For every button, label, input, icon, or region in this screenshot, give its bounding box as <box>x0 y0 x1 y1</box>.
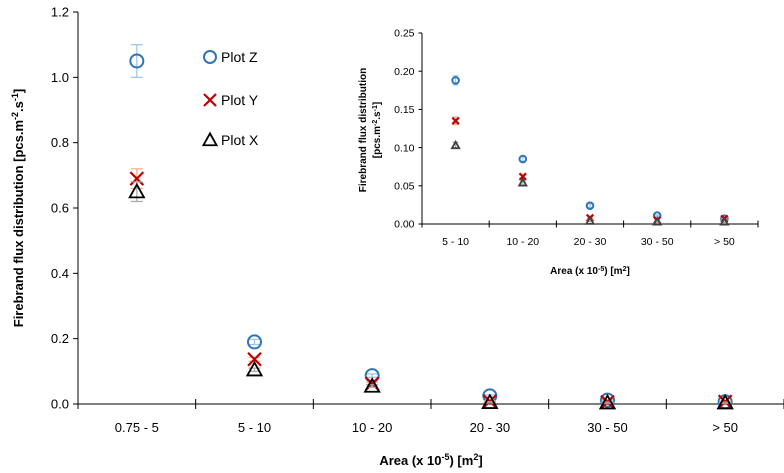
series-x <box>129 168 733 410</box>
x-tick-label: 0.75 - 5 <box>115 420 159 435</box>
y-tick-label: 1.0 <box>51 70 69 85</box>
data-point-stroke-b <box>247 351 262 367</box>
data-point <box>450 139 461 150</box>
y-axis-title: Firebrand flux distribution [pcs.m-2.s-1… <box>10 89 26 328</box>
data-point <box>245 360 264 377</box>
x-tick-label: > 50 <box>712 420 738 435</box>
legend-label: Plot Y <box>221 92 259 108</box>
series-triangle <box>450 139 730 226</box>
y-tick-label: 0.15 <box>394 104 415 116</box>
x-axis-title-sup: 2 <box>623 266 627 273</box>
legend-marker <box>201 131 219 147</box>
data-point <box>518 154 528 164</box>
y-axis-title-text: .s <box>11 101 26 112</box>
data-point <box>652 216 663 226</box>
data-point <box>600 392 615 408</box>
y-tick-label: 0.0 <box>51 397 69 412</box>
y-axis-title-text: [pcs.m <box>372 126 383 158</box>
y-tick-label: 0.05 <box>394 180 415 192</box>
x-tick-label: 20 - 30 <box>574 236 607 248</box>
main-chart: 0.0 0.2 0.4 0.6 0.8 1.0 1.2 0.75 - 5 5 - 10 10 - … <box>10 5 784 468</box>
x-tick-label: 5 - 10 <box>442 236 469 248</box>
data-point <box>247 334 262 350</box>
y-axis-title-sup: -1 <box>10 93 20 101</box>
y-tick-label: 0.4 <box>51 266 69 281</box>
x-axis-title-sup: -5 <box>598 266 604 273</box>
data-point <box>129 171 145 186</box>
legend-item: Plot Y <box>203 92 259 108</box>
data-point-stroke-b <box>129 171 145 186</box>
data-point <box>363 377 381 393</box>
x-axis-title-text: ) [m <box>604 266 622 277</box>
inset-x-axis-title: Area (x 10-5) [m2] <box>550 266 630 278</box>
data-point <box>451 116 460 125</box>
y-axis-title-text: ] <box>372 102 383 105</box>
x-axis-title-sup: -5 <box>441 452 449 462</box>
y-tick-label: 0.8 <box>51 135 69 150</box>
data-point <box>518 172 527 181</box>
data-point <box>451 76 460 85</box>
y-axis-title-text: ] <box>11 89 26 93</box>
x-tick-label: > 50 <box>714 236 735 248</box>
y-axis-title-text: .s <box>372 111 383 120</box>
inset-y-axis-title: Firebrand flux distribution <box>358 68 369 192</box>
legend-label: Plot Z <box>221 49 258 65</box>
data-point <box>517 177 528 187</box>
series-circle <box>451 75 729 223</box>
y-axis-title-sup: -2 <box>372 120 379 126</box>
legend-label: Plot X <box>221 132 259 148</box>
legend-marker <box>203 93 217 107</box>
y-tick-label: 0.2 <box>51 331 69 346</box>
y-tick-label: 0.25 <box>394 28 415 40</box>
data-point <box>719 216 730 226</box>
y-tick-label: 0.00 <box>394 219 415 231</box>
data-point <box>585 201 595 210</box>
data-point <box>247 351 262 367</box>
x-tick-label: 10 - 20 <box>352 420 392 435</box>
y-tick-label: 0.20 <box>394 66 415 78</box>
legend-marker <box>203 50 217 64</box>
data-point <box>128 182 146 199</box>
x-tick-label: 30 - 50 <box>587 420 627 435</box>
y-tick-label: 0.6 <box>51 201 69 216</box>
y-tick-label: 0.10 <box>394 142 415 154</box>
data-point <box>598 393 617 410</box>
y-axis-title-sup: -1 <box>372 105 379 111</box>
inset-chart: 0.00 0.05 0.10 0.15 0.20 0.25 5 - 10 10 - 20 20 … <box>358 28 759 278</box>
y-axis-title-text: Firebrand flux distribution [pcs.m <box>11 120 26 327</box>
series-triangle <box>128 181 734 410</box>
inset-y-axis-title-line2: [pcs.m-2.s-1] <box>372 102 384 158</box>
legend-item: Plot X <box>201 131 259 148</box>
data-point <box>716 393 734 410</box>
x-axis-title: Area (x 10-5) [m2] <box>379 452 482 468</box>
legend-item: Plot Z <box>203 49 258 65</box>
x-axis-title-text: ] <box>626 266 629 277</box>
x-tick-label: 10 - 20 <box>506 236 539 248</box>
x-axis-title-text: Area (x 10 <box>550 266 598 277</box>
legend: Plot Z Plot Y Plot X <box>201 49 259 148</box>
x-axis-title-text: ] <box>478 453 482 468</box>
y-axis-title-sup: -2 <box>10 112 20 120</box>
x-axis-title-sup: 2 <box>473 452 478 462</box>
x-tick-label: 30 - 50 <box>641 236 674 248</box>
data-point <box>129 53 145 69</box>
data-point <box>584 215 596 225</box>
data-point-stroke-b <box>518 172 527 181</box>
data-point <box>481 393 499 409</box>
x-tick-label: 20 - 30 <box>470 420 510 435</box>
y-tick-label: 1.2 <box>51 5 69 20</box>
data-point-stroke-b <box>451 116 460 125</box>
x-axis-title-text: ) [m <box>449 453 473 468</box>
x-tick-label: 5 - 10 <box>238 420 271 435</box>
x-axis-title-text: Area (x 10 <box>379 453 441 468</box>
legend-marker-stroke-b <box>203 93 217 107</box>
